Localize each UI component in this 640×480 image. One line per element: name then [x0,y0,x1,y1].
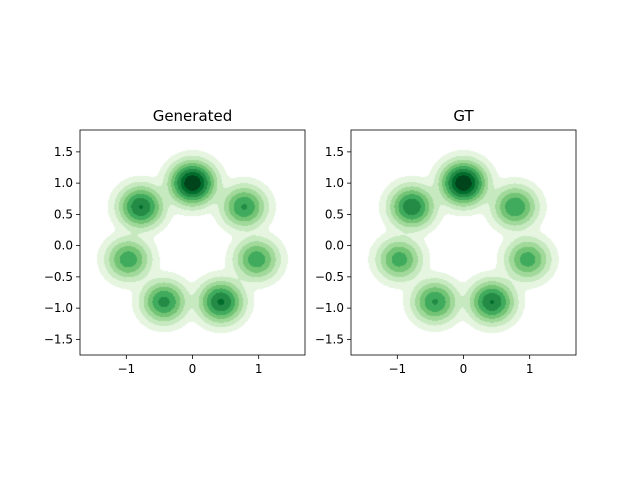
x-tick-label: −1 [388,362,406,376]
x-tick-label: −1 [117,362,135,376]
density-contours [351,130,576,355]
y-tick-label: −0.5 [44,270,73,284]
y-tick-label: 1.5 [54,145,73,159]
y-tick-label: 1.0 [325,176,344,190]
y-tick-label: 1.5 [325,145,344,159]
x-tick-label: 0 [189,362,197,376]
y-tick-label: −1.5 [315,332,344,346]
y-tick-label: −0.5 [315,270,344,284]
x-tick-label: 0 [460,362,468,376]
y-tick-label: −1.5 [44,332,73,346]
y-tick-label: 0.5 [54,207,73,221]
density-contours [80,130,305,355]
panel-gt: GT −1 0 1 1.5 1.0 0.5 0.0 −0.5 −1.0 −1.5 [315,107,577,376]
y-tick-label: 1.0 [54,176,73,190]
y-tick-label: −1.0 [315,301,344,315]
y-tick-label: 0.0 [54,239,73,253]
y-tick-label: −1.0 [44,301,73,315]
y-tick-label: 0.5 [325,207,344,221]
chart-title: Generated [153,107,233,125]
chart-title: GT [453,107,474,125]
panel-generated: Generated −1 0 1 1.5 1.0 0.5 0.0 −0.5 −1.0 −1.5 [44,107,306,376]
x-tick-label: 1 [526,362,534,376]
y-tick-label: 0.0 [325,239,344,253]
x-tick-label: 1 [255,362,263,376]
